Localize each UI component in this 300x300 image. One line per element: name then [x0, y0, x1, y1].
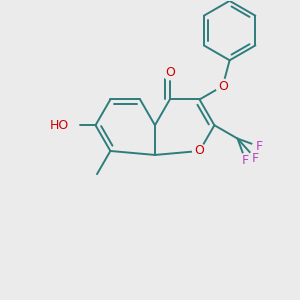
- Circle shape: [238, 154, 252, 167]
- Text: F: F: [256, 140, 263, 153]
- Text: O: O: [195, 145, 205, 158]
- Circle shape: [193, 144, 206, 158]
- Circle shape: [216, 79, 230, 93]
- Circle shape: [248, 152, 262, 165]
- Circle shape: [163, 66, 177, 80]
- Text: F: F: [242, 154, 249, 167]
- Text: HO: HO: [50, 119, 69, 132]
- Text: F: F: [252, 152, 259, 165]
- Circle shape: [59, 115, 79, 135]
- Circle shape: [252, 140, 266, 154]
- Text: O: O: [218, 80, 228, 93]
- Text: O: O: [165, 66, 175, 79]
